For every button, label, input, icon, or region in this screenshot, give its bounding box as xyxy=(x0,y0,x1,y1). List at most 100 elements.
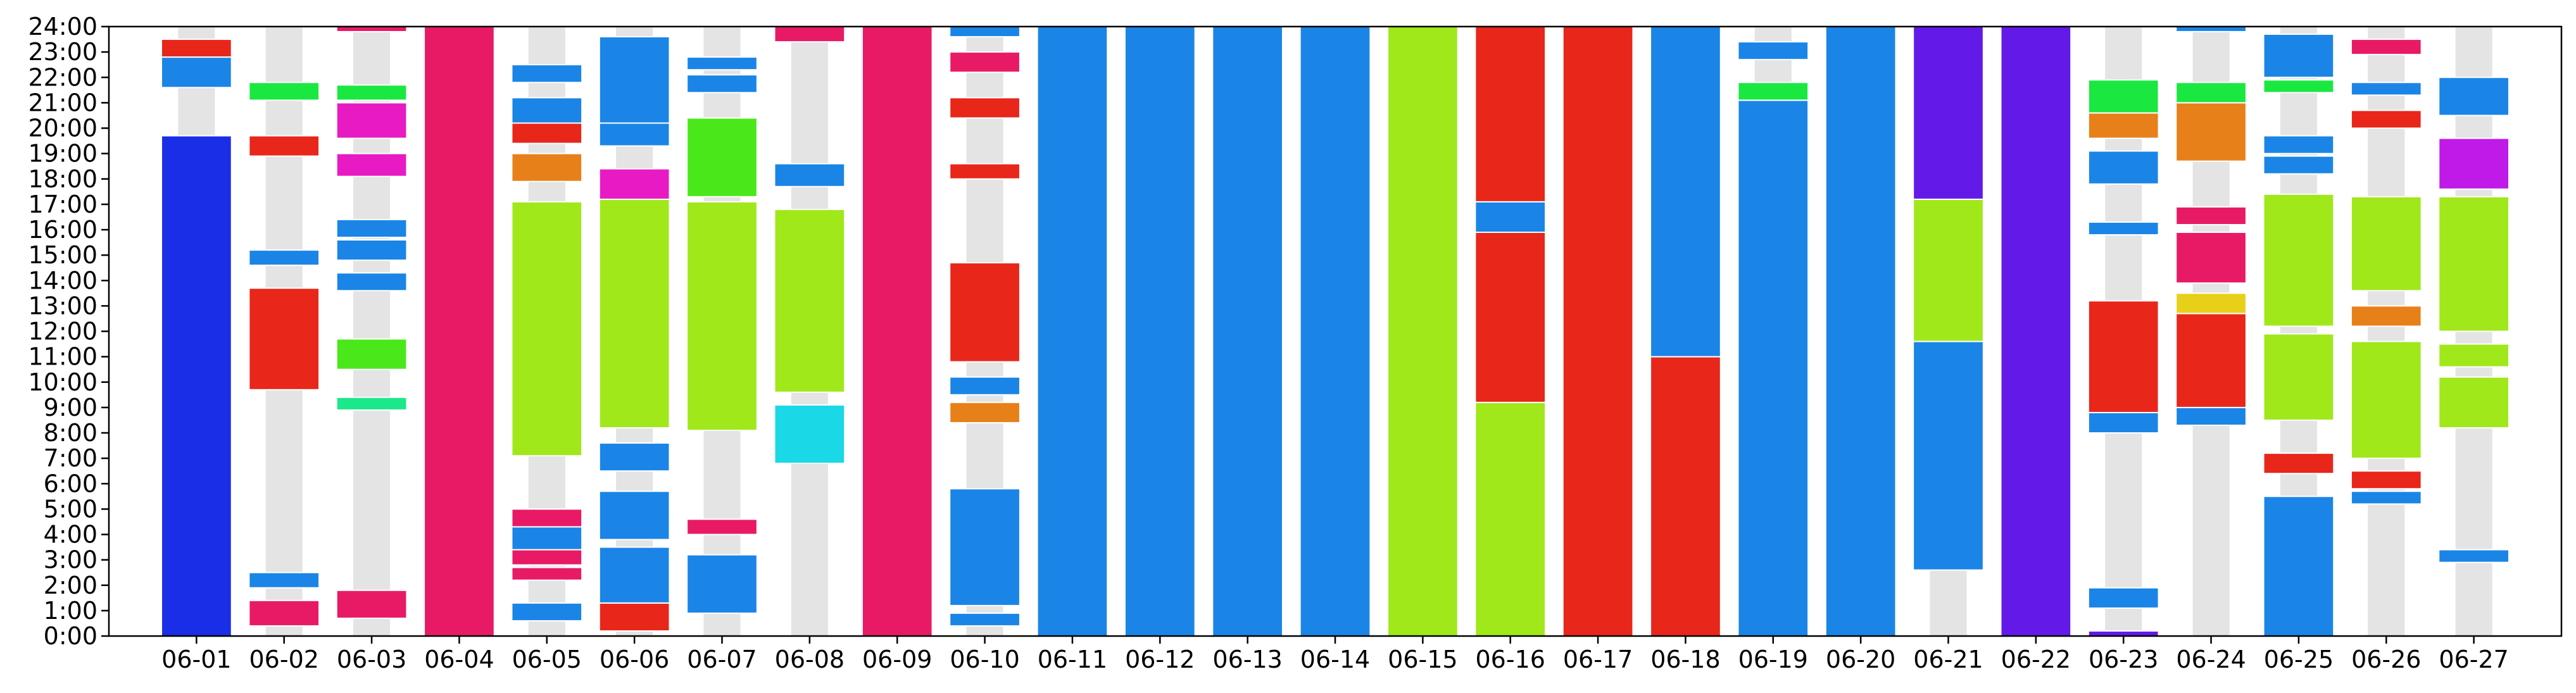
segment-06-01-1 xyxy=(161,135,232,637)
y-tick-label: 20:00 xyxy=(28,115,97,142)
x-tick-label: 06-04 xyxy=(424,646,494,673)
segment-06-24-6 xyxy=(2175,102,2247,162)
segment-06-07-5 xyxy=(686,74,758,94)
x-tick-label: 06-23 xyxy=(2089,646,2158,673)
segment-06-16-4 xyxy=(1474,26,1547,203)
segment-06-24-7 xyxy=(2175,82,2247,104)
x-tick-label: 06-12 xyxy=(1125,646,1195,673)
y-tick-label: 9:00 xyxy=(44,394,97,421)
segment-06-03-2 xyxy=(336,396,408,411)
segment-06-02-6 xyxy=(248,82,320,101)
x-tick-label: 06-20 xyxy=(1826,646,1895,673)
segment-06-26-4 xyxy=(2350,305,2422,327)
segment-06-07-2 xyxy=(686,518,758,535)
segment-06-26-6 xyxy=(2350,109,2422,129)
x-tick-label: 06-14 xyxy=(1300,646,1370,673)
x-tick-label: 06-10 xyxy=(950,646,1019,673)
segment-06-10-3 xyxy=(949,401,1021,423)
segment-06-24-3 xyxy=(2175,292,2247,315)
segment-06-14-1 xyxy=(1299,26,1371,637)
segment-06-08-2 xyxy=(774,208,846,393)
segment-06-10-8 xyxy=(949,51,1021,73)
x-tick-label: 06-13 xyxy=(1212,646,1282,673)
segment-06-21-2 xyxy=(1913,198,1984,342)
segment-06-02-2 xyxy=(248,571,320,589)
segment-06-27-3 xyxy=(2438,343,2510,368)
x-tick-label: 06-24 xyxy=(2176,646,2246,673)
segment-06-05-3 xyxy=(511,549,583,566)
y-tick-label: 10:00 xyxy=(28,368,97,396)
segment-06-25-6 xyxy=(2263,135,2335,154)
segment-06-02-1 xyxy=(248,599,320,627)
segment-06-25-5 xyxy=(2263,155,2335,175)
segment-06-07-3 xyxy=(686,201,758,431)
x-tick-label: 06-03 xyxy=(337,646,406,673)
x-tick-label: 06-06 xyxy=(600,646,669,673)
segment-06-23-3 xyxy=(2087,411,2159,434)
x-tick-label: 06-11 xyxy=(1038,646,1107,673)
segment-06-16-1 xyxy=(1474,401,1547,637)
y-tick-label: 4:00 xyxy=(44,521,97,549)
segment-06-26-5 xyxy=(2350,196,2422,292)
x-tick-label: 06-17 xyxy=(1563,646,1633,673)
segment-06-26-7 xyxy=(2350,82,2422,96)
segment-06-10-7 xyxy=(949,97,1021,119)
segment-06-03-7 xyxy=(336,153,408,177)
segment-06-11-1 xyxy=(1036,26,1109,637)
activity-segments xyxy=(161,26,2510,637)
x-tick-label: 06-25 xyxy=(2264,646,2334,673)
segment-06-26-8 xyxy=(2350,39,2422,56)
segment-06-12-1 xyxy=(1124,26,1196,637)
y-tick-label: 3:00 xyxy=(44,546,97,574)
y-tick-label: 23:00 xyxy=(28,38,97,66)
segment-06-06-6 xyxy=(598,168,670,200)
segment-06-16-2 xyxy=(1474,232,1547,403)
y-tick-label: 1:00 xyxy=(44,597,97,625)
segment-06-19-1 xyxy=(1737,99,1809,637)
segment-06-27-6 xyxy=(2438,77,2510,116)
segment-06-02-4 xyxy=(248,249,320,266)
segment-06-26-2 xyxy=(2350,470,2422,490)
y-tick-label: 17:00 xyxy=(28,190,97,218)
x-tick-label: 06-21 xyxy=(1913,646,1983,673)
segment-06-07-4 xyxy=(686,117,758,197)
segment-06-24-1 xyxy=(2175,406,2247,426)
x-tick-label: 06-19 xyxy=(1738,646,1808,673)
segment-06-10-1 xyxy=(949,612,1021,627)
segment-06-18-1 xyxy=(1650,356,1721,637)
segment-06-06-5 xyxy=(598,198,670,428)
segment-06-23-8 xyxy=(2087,79,2159,114)
segment-06-05-4 xyxy=(511,526,583,551)
segment-06-24-2 xyxy=(2175,313,2247,408)
segment-06-06-8 xyxy=(598,36,670,124)
segment-06-22-1 xyxy=(2000,26,2072,637)
x-tick-label: 06-08 xyxy=(775,646,845,673)
segment-06-03-1 xyxy=(336,589,408,619)
segment-06-18-2 xyxy=(1650,26,1721,358)
segment-06-24-5 xyxy=(2175,206,2247,225)
segment-06-05-10 xyxy=(511,64,583,84)
x-tick-label: 06-22 xyxy=(2001,646,2071,673)
segment-06-10-5 xyxy=(949,262,1021,363)
y-tick-label: 16:00 xyxy=(28,216,97,244)
segment-06-05-1 xyxy=(511,602,583,621)
segment-06-16-3 xyxy=(1474,201,1547,234)
segment-06-23-2 xyxy=(2087,587,2159,609)
segment-06-23-7 xyxy=(2087,112,2159,139)
y-tick-label: 5:00 xyxy=(44,495,97,523)
segment-06-06-4 xyxy=(598,442,670,472)
segment-06-01-2 xyxy=(161,56,232,89)
segment-06-10-6 xyxy=(949,163,1021,180)
segment-06-23-4 xyxy=(2087,300,2159,413)
x-tick-label: 06-16 xyxy=(1476,646,1545,673)
segment-06-08-4 xyxy=(774,26,846,43)
segment-06-05-9 xyxy=(511,97,583,124)
segment-06-10-4 xyxy=(949,376,1021,396)
segment-06-03-4 xyxy=(336,272,408,292)
x-tick-label: 06-01 xyxy=(161,646,231,673)
x-tick-label: 06-07 xyxy=(687,646,757,673)
segment-06-27-1 xyxy=(2438,549,2510,563)
y-tick-label: 0:00 xyxy=(44,622,97,650)
y-tick-label: 22:00 xyxy=(28,63,97,91)
